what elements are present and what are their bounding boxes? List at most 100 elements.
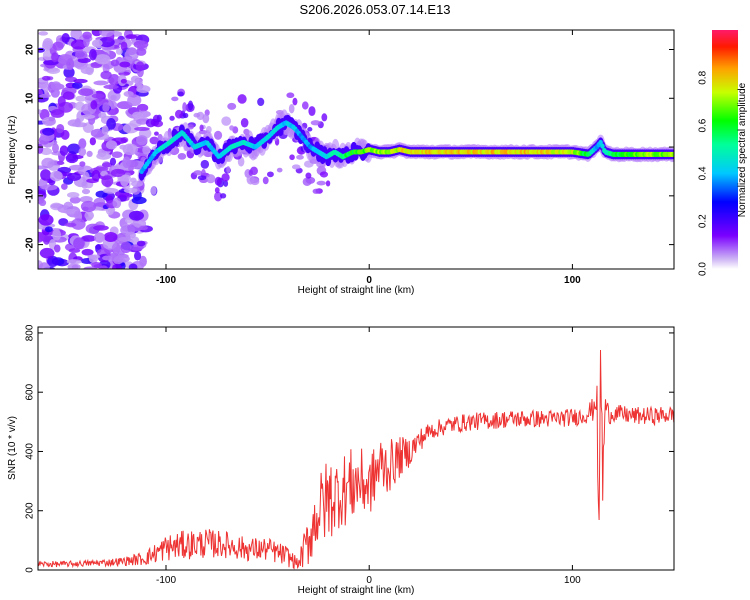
heatmap-noise-cell [40,169,52,181]
snr-x-tick-label: -100 [156,575,176,586]
heatmap-noise-cell [38,31,49,36]
heatmap-noise-cell [169,115,175,121]
heatmap-noise-cell [75,50,88,60]
heatmap-noise-cell [111,242,123,254]
heatmap-noise-cell [68,164,85,171]
heatmap-noise-cell [40,147,53,156]
colorbar-tick-label: 0.8 [698,70,709,84]
heatmap-noise-cell [80,66,94,75]
heatmap-noise-cell [93,80,109,86]
heatmap-noise-cell [44,226,53,233]
heatmap-noise-cell [120,241,132,254]
heatmap-noise-cell [111,151,123,159]
heatmap-noise-cell [99,30,115,37]
colorbar: 0.0 0.2 0.4 0.6 0.8 Normalized spectral ampl… [698,30,748,276]
heatmap-noise-cell [61,33,70,44]
heatmap-noise-cell [93,225,109,231]
heatmap-noise-cell [81,248,94,256]
heatmap-noise-cell [250,177,260,186]
heatmap-noise-cell [132,111,144,119]
heatmap-noise-cell [321,113,328,122]
heatmap-noise-cell [70,39,87,50]
heatmap-noise-cell [91,169,101,182]
heatmap-noise-cell [66,259,82,265]
heatmap-noise-cell [115,48,123,55]
heatmap-noise-cell [61,183,68,190]
heatmap-noise-cell [56,123,65,134]
heatmap-noise-cell [82,31,92,40]
heatmap-noise-cell [72,122,88,128]
heatmap-noise-cell [286,92,295,99]
heatmap-noise-cell [127,94,142,107]
heatmap-noise-cell [39,93,51,98]
heatmap-noise-cell [84,210,94,220]
heatmap-noise-cell [57,95,66,107]
heatmap-noise-cell [120,41,128,51]
heatmap-noise-cell [122,123,139,134]
heatmap-noise-cell [220,193,227,199]
heatmap-noise-cell [109,157,117,166]
heatmap-noise-cell [102,187,119,194]
heatmap-noise-cell [39,247,55,259]
heatmap-noise-cell [128,210,144,221]
heatmap-noise-cell [66,172,82,181]
snr-y-tick-label: 400 [25,443,36,460]
heatmap-noise-cell [91,39,103,47]
heatmap-noise-cell [152,114,160,123]
heatmap-noise-cell [119,144,127,150]
heatmap-noise-cell [139,225,148,231]
heatmap-noise-cell [128,263,138,269]
heatmap-noise-cell [120,78,127,84]
heatmap-noise-cell [150,186,157,195]
heatmap-x-tick-label: -100 [156,275,176,286]
heatmap-noise-cell [174,109,184,119]
heatmap-noise-cell [56,160,64,165]
heatmap-noise-cell [91,262,102,268]
heatmap-noise-cell [70,30,83,40]
heatmap-noise-cell [248,169,254,176]
heatmap-noise-cell [51,52,59,63]
heatmap-noise-cell [305,172,312,179]
heatmap-noise-cell [78,88,94,97]
heatmap-noise-cell [62,91,75,100]
heatmap-y-tick-label: -10 [25,188,36,203]
heatmap-noise-cell [221,173,230,182]
heatmap-noise-cell [73,237,85,250]
heatmap-noise-cell [171,96,179,102]
heatmap-noise-cell [57,166,72,174]
heatmap-noise-cell [110,168,125,178]
snr-y-ticks: 800 600 400 200 0 [25,324,674,573]
heatmap-noise-cell [325,180,331,187]
heatmap-noise-cell [187,100,194,111]
heatmap-noise-cell [127,166,134,171]
heatmap-noise-cell [75,95,87,102]
heatmap-noise-cell [67,263,81,269]
colorbar-tick-label: 0.4 [698,166,709,180]
colorbar-gradient [712,30,738,269]
heatmap-noise-cell [105,140,118,150]
heatmap-noise-cell [112,263,123,269]
snr-frame [37,326,675,571]
heatmap-noise-cell [67,143,81,155]
snr-x-tick-label: 100 [564,575,581,586]
heatmap-noise-cell [98,112,107,119]
heatmap-noise-cell [122,143,139,156]
heatmap-noise-cell [205,174,216,184]
heatmap-noise-cell [80,200,97,213]
heatmap-noise-cell [50,81,62,91]
heatmap-noise-cell [71,82,83,89]
heatmap-noise-cell [38,214,54,226]
heatmap-noise-cell [182,102,187,112]
heatmap-noise-cell [130,75,140,83]
colorbar-tick-label: 0.0 [698,262,709,276]
heatmap-noise-cell [119,61,131,68]
heatmap-noise-cell [197,175,207,181]
heatmap-y-ticks: 20 10 0 -10 -20 [25,44,674,252]
heatmap-noise-cell [90,128,105,138]
snr-x-tick-label: 0 [366,575,372,586]
heatmap-noise-cell [42,37,54,50]
heatmap-noise-cell [106,117,116,130]
heatmap-noise-cell [101,162,113,168]
heatmap-noise-cell [100,70,112,80]
